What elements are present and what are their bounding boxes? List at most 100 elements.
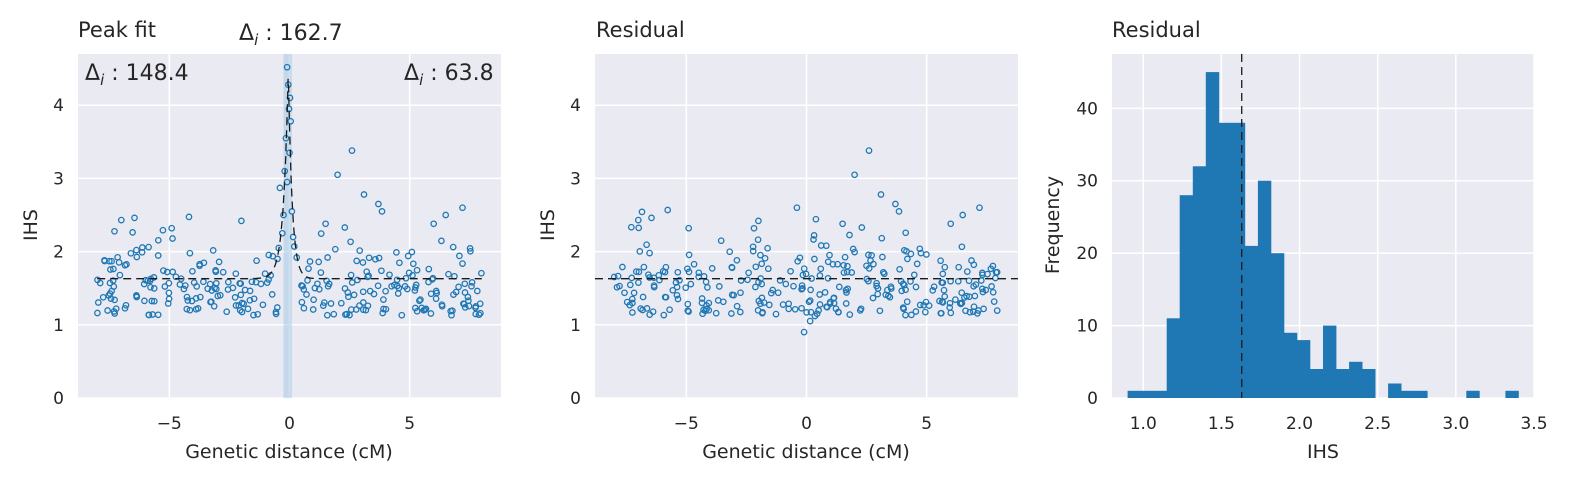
y-tick-label: 2 xyxy=(570,243,581,263)
scatter-point xyxy=(413,266,421,274)
peak-band xyxy=(283,54,292,398)
scatter-point xyxy=(822,242,830,250)
scatter-point xyxy=(475,311,483,319)
histogram-bar xyxy=(1244,245,1259,398)
scatter-point xyxy=(331,245,339,253)
scatter-point xyxy=(937,257,944,265)
scatter-point xyxy=(937,309,945,317)
peak-band-rect xyxy=(283,54,292,398)
y-tick-label: 4 xyxy=(570,96,581,116)
scatter-point xyxy=(839,220,846,228)
scatter-point xyxy=(912,308,920,315)
scatter-point xyxy=(913,260,921,268)
scatter-point xyxy=(99,293,107,301)
scatter-point xyxy=(359,306,367,314)
scatter-point xyxy=(394,290,402,297)
scatter-point xyxy=(169,235,176,242)
scatter-point xyxy=(154,252,162,259)
scatter-point xyxy=(673,283,681,291)
x-axis-label: IHS xyxy=(1307,441,1339,463)
scatter-point xyxy=(961,294,968,301)
scatter-point xyxy=(821,289,829,296)
scatter-point xyxy=(298,298,306,306)
scatter-point xyxy=(108,257,115,265)
scatter-point xyxy=(958,243,966,251)
scatter-point xyxy=(261,270,269,278)
scatter-point xyxy=(834,260,841,268)
x-tick-label: 0 xyxy=(801,414,812,434)
y-tick-labels: 0 1 2 3 4 xyxy=(53,96,64,409)
scatter-point xyxy=(761,254,769,262)
scatter-point xyxy=(393,249,400,256)
scatter-point xyxy=(210,302,218,310)
y-tick-label: 3 xyxy=(570,169,581,189)
scatter-point xyxy=(438,301,446,309)
scatter-point xyxy=(733,302,741,310)
scatter-point xyxy=(223,308,231,316)
scatter-point xyxy=(366,287,374,295)
scatter-point xyxy=(378,208,386,215)
scatter-point xyxy=(708,265,716,272)
scatter-points xyxy=(610,147,1001,336)
scatter-point xyxy=(186,306,194,314)
scatter-point xyxy=(237,280,245,287)
scatter-point xyxy=(283,178,291,186)
scatter-point xyxy=(129,229,136,236)
scatter-point xyxy=(955,263,963,271)
scatter-point xyxy=(133,253,141,261)
scatter-point xyxy=(835,283,843,291)
scatter-point xyxy=(634,216,642,224)
scatter-point xyxy=(459,204,466,212)
scatter-point xyxy=(993,307,1001,314)
scatter-point xyxy=(842,300,850,307)
scatter-point xyxy=(232,270,240,278)
scatter-point xyxy=(348,147,356,154)
scatter-point xyxy=(966,308,974,316)
x-tick-label: 0 xyxy=(284,414,295,434)
scatter-point xyxy=(865,147,873,154)
scatter-point xyxy=(925,302,933,309)
scatter-point xyxy=(800,328,808,336)
scatter-point xyxy=(212,268,220,276)
scatter-point xyxy=(898,287,906,295)
scatter-point xyxy=(810,236,817,243)
x-tick-label: 3.5 xyxy=(1520,414,1547,434)
scatter-point xyxy=(842,286,850,294)
scatter-point xyxy=(450,291,457,298)
scatter-point xyxy=(372,255,379,263)
scatter-point xyxy=(196,262,203,270)
scatter-point xyxy=(774,289,782,297)
scatter-point xyxy=(314,280,321,288)
scatter-point xyxy=(238,217,245,225)
scatter-point xyxy=(138,244,146,251)
residual-histogram-panel: 1.0 1.5 2.0 2.5 3.0 3.5 0 10 20 30 40 Residual IH… xyxy=(1042,18,1548,463)
scatter-point xyxy=(719,298,727,306)
scatter-point xyxy=(992,274,999,282)
scatter-point xyxy=(94,309,101,317)
scatter-point xyxy=(759,309,766,316)
scatter-point xyxy=(772,310,780,318)
scatter-point xyxy=(806,297,814,304)
scatter-point xyxy=(958,289,966,297)
scatter-point xyxy=(300,304,308,312)
scatter-point xyxy=(350,291,358,299)
scatter-point xyxy=(638,208,646,216)
scatter-point xyxy=(386,271,393,279)
scatter-point xyxy=(715,283,723,290)
scatter-point xyxy=(733,256,741,264)
scatter-point xyxy=(382,287,389,295)
scatter-point xyxy=(117,216,125,224)
scatter-point xyxy=(259,301,267,309)
delta-annotation-peak: Δi : 162.7 xyxy=(239,21,343,49)
scatter-point xyxy=(111,296,118,304)
x-tick-label: 5 xyxy=(921,414,932,434)
scatter-point xyxy=(192,305,200,313)
scatter-point xyxy=(703,302,710,309)
scatter-point xyxy=(791,305,799,313)
scatter-point xyxy=(299,282,306,290)
scatter-point xyxy=(196,293,204,301)
scatter-point xyxy=(941,263,949,271)
scatter-point xyxy=(851,248,858,256)
histogram-bar xyxy=(1362,369,1376,398)
